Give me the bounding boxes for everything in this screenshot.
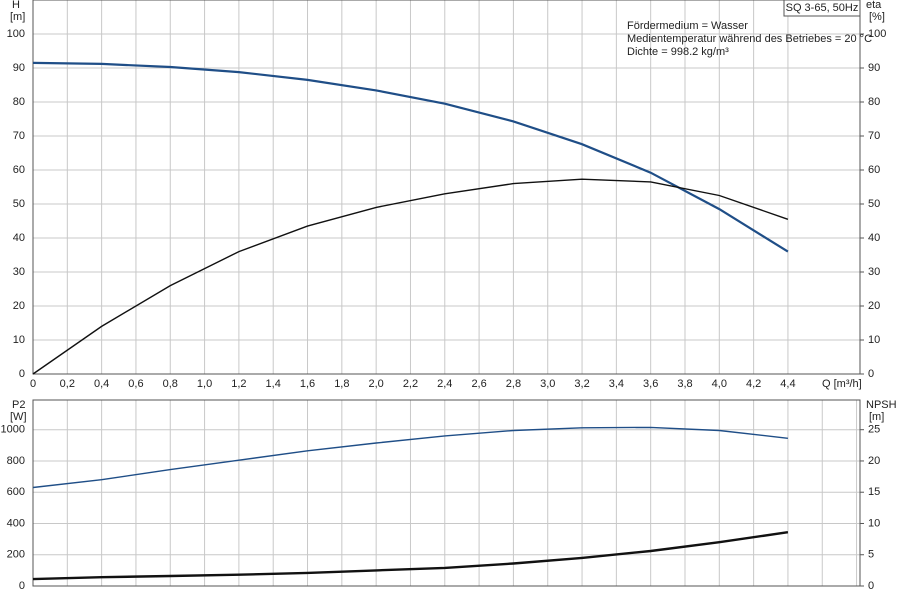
x-tick-label: 0 <box>30 378 36 390</box>
x-tick-label: 4,2 <box>746 378 761 390</box>
x-tick-label: 1,8 <box>334 378 349 390</box>
y2-axis-unit: [m] <box>869 411 884 423</box>
y-tick-label: 10 <box>13 334 25 346</box>
y2-tick-label: 0 <box>868 368 874 380</box>
x-tick-label: 1,2 <box>231 378 246 390</box>
title-box <box>783 0 861 17</box>
y2-tick-label: 50 <box>868 198 880 210</box>
y-tick-label: 50 <box>13 198 25 210</box>
curve <box>32 61 789 253</box>
y2-tick-label: 5 <box>868 549 874 561</box>
x-tick-label: 3,2 <box>574 378 589 390</box>
y-axis-unit: [m] <box>10 11 25 23</box>
x-tick-label: 4,0 <box>712 378 727 390</box>
y2-tick-label: 90 <box>868 62 880 74</box>
y-axis-label: H <box>12 0 20 11</box>
y2-tick-label: 70 <box>868 130 880 142</box>
y-tick-label: 600 <box>7 486 25 498</box>
y2-tick-label: 10 <box>868 334 880 346</box>
y2-tick-label: 20 <box>868 455 880 467</box>
y-tick-label: 200 <box>7 549 25 561</box>
x-tick-label: 1,6 <box>300 378 315 390</box>
plot-frame <box>32 399 861 587</box>
y-tick-label: 60 <box>13 164 25 176</box>
y-tick-label: 0 <box>19 580 25 592</box>
x-tick-label: 0,2 <box>60 378 75 390</box>
y-tick-label: 70 <box>13 130 25 142</box>
y2-tick-label: 100 <box>868 28 886 40</box>
y2-axis-unit: [%] <box>869 11 885 23</box>
y-tick-label: 100 <box>7 28 25 40</box>
y-tick-label: 30 <box>13 266 25 278</box>
x-tick-label: 2,8 <box>506 378 521 390</box>
x-axis-label: Q [m³/h] <box>822 378 862 390</box>
x-tick-label: 3,0 <box>540 378 555 390</box>
y2-tick-label: 40 <box>868 232 880 244</box>
y2-tick-label: 0 <box>868 580 874 592</box>
curve <box>32 426 788 489</box>
y2-tick-label: 25 <box>868 424 880 436</box>
y2-tick-label: 30 <box>868 266 880 278</box>
y-tick-label: 80 <box>13 96 25 108</box>
y-tick-label: 40 <box>13 232 25 244</box>
x-tick-label: 4,4 <box>780 378 795 390</box>
x-tick-label: 1,4 <box>266 378 281 390</box>
x-tick-label: 3,4 <box>609 378 624 390</box>
x-tick-label: 2,2 <box>403 378 418 390</box>
y2-axis-label: NPSH <box>866 399 897 411</box>
y-tick-label: 0 <box>19 368 25 380</box>
plot-frame <box>32 0 861 375</box>
x-tick-label: 0,4 <box>94 378 109 390</box>
y2-tick-label: 15 <box>868 486 880 498</box>
y-axis-unit: [W] <box>10 411 27 423</box>
x-tick-label: 2,6 <box>471 378 486 390</box>
y-tick-label: 20 <box>13 300 25 312</box>
x-tick-label: 2,0 <box>369 378 384 390</box>
x-tick-label: 3,6 <box>643 378 658 390</box>
y-axis-label: P2 <box>12 399 25 411</box>
x-tick-label: 3,8 <box>677 378 692 390</box>
x-tick-label: 0,8 <box>163 378 178 390</box>
y2-axis-label: eta <box>866 0 882 11</box>
x-tick-label: 2,4 <box>437 378 452 390</box>
y-tick-label: 90 <box>13 62 25 74</box>
annotation: Fördermedium = Wasser <box>627 20 748 32</box>
y-tick-label: 400 <box>7 517 25 529</box>
y2-tick-label: 10 <box>868 517 880 529</box>
y-tick-label: 800 <box>7 455 25 467</box>
annotation: Dichte = 998.2 kg/m³ <box>627 46 729 58</box>
curve <box>32 531 789 581</box>
annotation: Medientemperatur während des Betriebes =… <box>627 33 872 45</box>
y2-tick-label: 80 <box>868 96 880 108</box>
x-tick-label: 0,6 <box>128 378 143 390</box>
y-tick-label: 1000 <box>1 424 25 436</box>
y2-tick-label: 20 <box>868 300 880 312</box>
y2-tick-label: 60 <box>868 164 880 176</box>
x-tick-label: 1,0 <box>197 378 212 390</box>
chart-title: SQ 3-65, 50Hz <box>786 2 859 14</box>
curve <box>32 178 789 375</box>
